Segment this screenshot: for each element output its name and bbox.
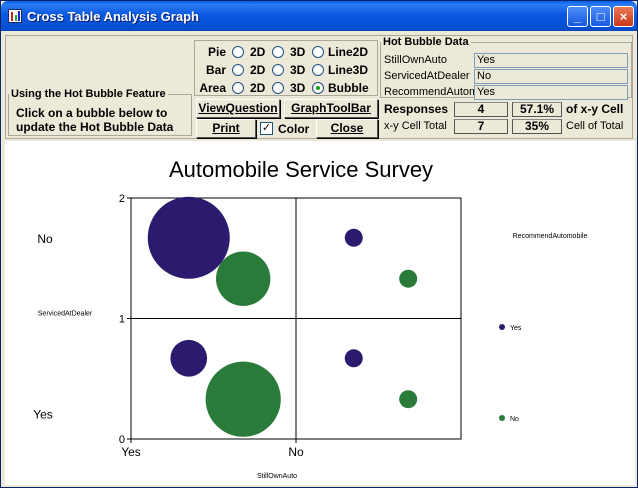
bubble	[216, 251, 271, 306]
graph-type-radio-1-2[interactable]	[312, 64, 324, 76]
x-tick-label: No	[288, 445, 304, 459]
field-serviced-at-dealer: No	[474, 69, 628, 84]
graph-type-option-0-0: 2D	[250, 45, 266, 59]
graph-type-radio-1-1[interactable]	[272, 64, 284, 76]
xy-total-value: 7	[454, 119, 508, 134]
responses-label: Responses	[384, 102, 449, 116]
hint-legend: Using the Hot Bubble Feature	[11, 88, 166, 100]
field-label-still-own-auto: StillOwnAuto	[384, 54, 447, 66]
cell-of-total-label: Cell of Total	[566, 120, 624, 132]
bubble	[344, 349, 363, 368]
graph-type-option-0-1: 3D	[290, 45, 306, 59]
color-label: Color	[278, 122, 310, 136]
close-window-button[interactable]: ×	[613, 6, 634, 27]
graph-type-option-0-2: Line2D	[328, 45, 369, 59]
pct-cell-value: 35%	[512, 119, 562, 134]
chart-title: Automobile Service Survey	[169, 157, 433, 182]
graph-type-label-2: Area	[199, 81, 226, 95]
graph-area: Automobile Service Survey 0 1 2 Yes No No Yes Se…	[5, 141, 635, 485]
bubble	[399, 390, 418, 409]
field-still-own-auto: Yes	[474, 53, 628, 68]
hint-line-1: Click on a bubble below to	[16, 106, 168, 120]
minimize-button[interactable]: _	[567, 6, 588, 27]
bubble	[147, 196, 230, 279]
graph-type-radio-0-1[interactable]	[272, 46, 284, 58]
bubble	[399, 269, 418, 288]
y-tick-label: 1	[119, 314, 125, 326]
graph-type-radio-2-1[interactable]	[272, 82, 284, 94]
title-bar[interactable]: Cross Table Analysis Graph _ □ ×	[1, 1, 637, 31]
xy-total-label: x-y Cell Total	[384, 120, 447, 132]
graph-type-radio-2-0[interactable]	[232, 82, 244, 94]
graph-type-option-1-2: Line3D	[328, 63, 369, 77]
bubble	[344, 228, 363, 247]
bubble	[205, 361, 281, 437]
field-recommend: Yes	[474, 85, 628, 100]
pct-xy-value: 57.1%	[512, 102, 562, 117]
y-category-label: Yes	[33, 408, 53, 422]
graph-type-option-2-2: Bubble	[328, 81, 369, 95]
maximize-button[interactable]: □	[590, 6, 611, 27]
graph-type-option-1-0: 2D	[250, 63, 266, 77]
bubble-chart: Automobile Service Survey 0 1 2 Yes No No Yes Se…	[33, 157, 588, 480]
graph-type-option-1-1: 3D	[290, 63, 306, 77]
y-category-label: No	[37, 232, 53, 246]
graph-type-option-2-0: 2D	[250, 81, 266, 95]
graph-type-label-0: Pie	[207, 45, 226, 59]
window-title: Cross Table Analysis Graph	[27, 9, 199, 24]
graph-type-radio-0-0[interactable]	[232, 46, 244, 58]
graph-type-radio-2-2[interactable]	[312, 82, 324, 94]
graph-type-radio-1-0[interactable]	[232, 64, 244, 76]
responses-value: 4	[454, 102, 508, 117]
legend-marker	[499, 415, 505, 421]
view-question-button[interactable]: ViewQuestion	[196, 99, 280, 118]
y-tick-label: 0	[119, 434, 125, 446]
close-button[interactable]: Close	[316, 119, 378, 138]
legend-title: RecommendAutomobile	[513, 233, 588, 240]
hot-bubble-legend: Hot Bubble Data	[383, 36, 469, 48]
bubble	[170, 339, 208, 377]
graph-type-option-2-1: 3D	[290, 81, 306, 95]
legend-label: Yes	[510, 325, 522, 332]
of-xy-label: of x-y Cell	[566, 102, 624, 116]
legend-label: No	[510, 416, 519, 423]
graph-toolbar-button[interactable]: GraphToolBar	[284, 99, 378, 118]
y-tick-label: 2	[119, 193, 125, 205]
hint-group: Using the Hot Bubble Feature	[8, 88, 192, 136]
field-label-serviced-at-dealer: ServicedAtDealer	[384, 70, 470, 82]
print-button[interactable]: Print	[196, 119, 256, 138]
y-axis-label: ServicedAtDealer	[38, 310, 93, 317]
app-icon	[8, 9, 22, 23]
control-panel: Using the Hot Bubble Feature Click on a …	[5, 35, 633, 139]
graph-type-radio-0-2[interactable]	[312, 46, 324, 58]
hint-line-2: update the Hot Bubble Data	[16, 120, 174, 134]
graph-type-label-1: Bar	[205, 63, 226, 77]
graph-type-group	[194, 40, 378, 96]
field-label-recommend: RecommendAutom	[384, 86, 474, 98]
x-axis-label: StillOwnAuto	[257, 473, 297, 480]
legend-marker	[499, 324, 505, 330]
color-checkbox[interactable]: ✓	[260, 122, 273, 135]
x-tick-label: Yes	[121, 445, 141, 459]
